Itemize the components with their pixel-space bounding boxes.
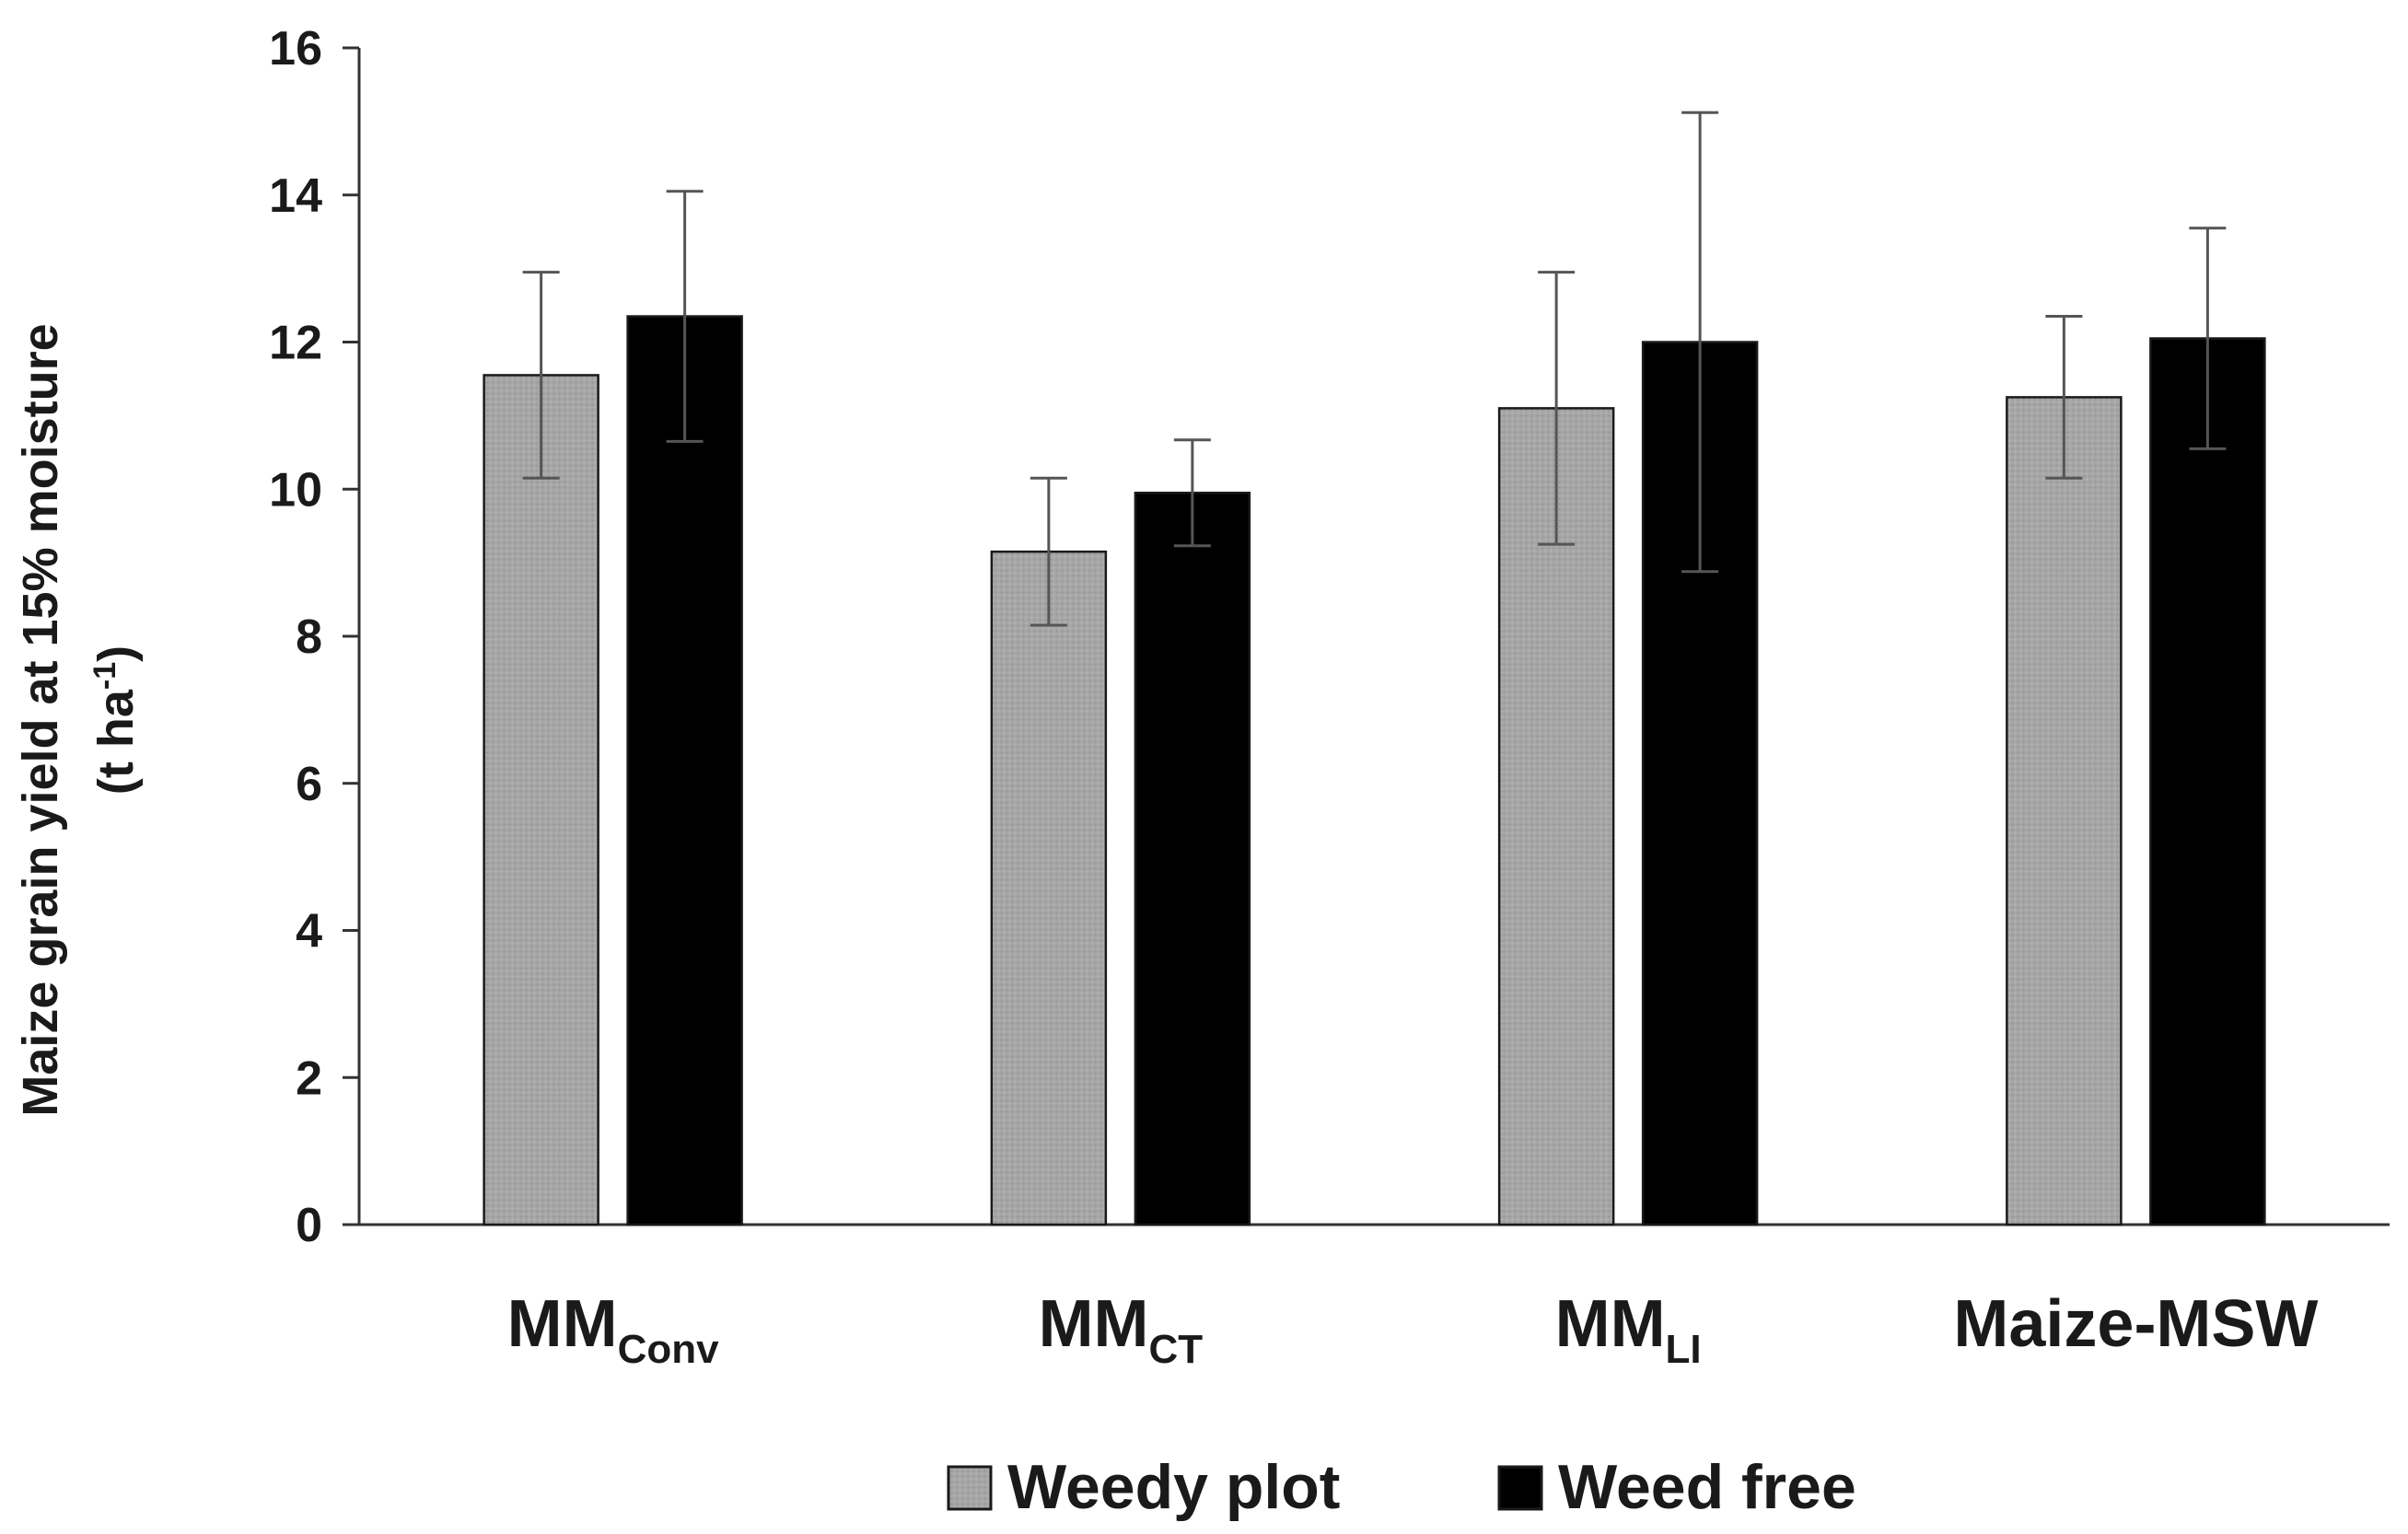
y-tick-label: 2 [296, 1052, 322, 1105]
x-category-label: MMLI [1555, 1287, 1702, 1372]
legend-swatch [947, 1465, 993, 1511]
y-tick-label: 0 [296, 1199, 322, 1252]
bar-weedy-plot [990, 550, 1108, 1226]
y-tick-label: 12 [269, 317, 322, 370]
bar-weed-free [1134, 491, 1251, 1226]
y-tick-label: 16 [269, 22, 322, 76]
legend-swatch [1497, 1465, 1543, 1511]
legend-label: Weedy plot [1007, 1452, 1340, 1522]
bar-weedy-plot [2006, 396, 2123, 1226]
y-tick-label: 10 [269, 463, 322, 517]
x-axis-labels: MMConv MMCT MMLI Maize-MSW [507, 1287, 2319, 1372]
y-tick-label: 8 [296, 610, 322, 664]
y-tick-label: 14 [269, 169, 322, 223]
x-category-label: MMCT [1039, 1287, 1204, 1372]
bars [483, 315, 2266, 1226]
legend-label: Weed free [1558, 1452, 1856, 1522]
bar-weed-free [626, 315, 743, 1226]
y-tick-label: 6 [296, 758, 322, 811]
y-axis-title: Maize grain yield at 15% moisture (t ha-… [13, 323, 144, 1116]
bar-weed-free [2149, 337, 2266, 1226]
error-bars [522, 110, 2227, 627]
legend: Weedy plot Weed free [947, 1452, 1856, 1522]
y-axis-title-line1: Maize grain yield at 15% moisture [13, 323, 68, 1116]
bar-weedy-plot [483, 374, 599, 1226]
y-tick-label: 4 [296, 905, 322, 959]
x-category-label: MMConv [507, 1287, 719, 1372]
y-axis-title-line2: (t ha-1) [87, 645, 144, 795]
x-category-label: Maize-MSW [1953, 1287, 2318, 1361]
